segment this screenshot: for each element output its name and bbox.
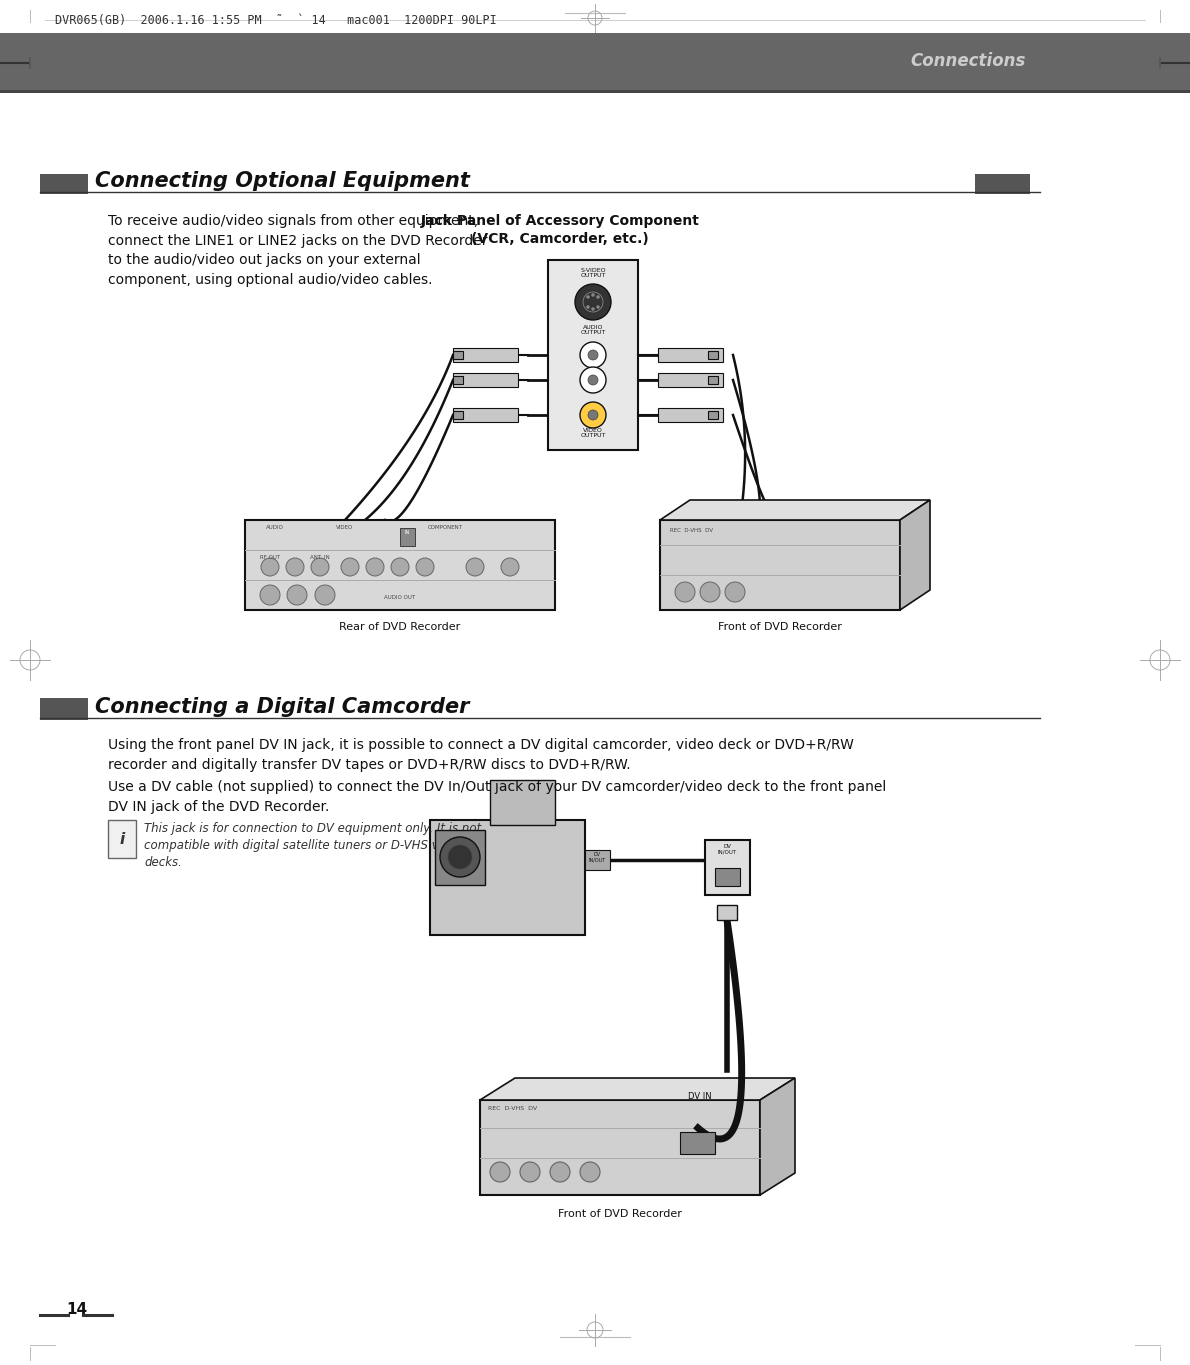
Text: Connections: Connections [910,52,1026,70]
Bar [715,868,740,886]
Bar [708,411,718,419]
Circle shape [587,295,589,299]
Text: DVR065(GB)  2006.1.16 1:55 PM  ˜  ` 14   mac001  1200DPI 90LPI: DVR065(GB) 2006.1.16 1:55 PM ˜ ` 14 mac0… [55,14,496,27]
Bar [679,1132,715,1153]
Bar [108,820,136,859]
Text: Rear of DVD Recorder: Rear of DVD Recorder [339,622,461,632]
Text: Use a DV cable (not supplied) to connect the DV In/Out jack of your DV camcorder: Use a DV cable (not supplied) to connect… [108,779,887,814]
Text: i: i [119,833,125,848]
Circle shape [591,293,595,296]
Text: Front of DVD Recorder: Front of DVD Recorder [718,622,843,632]
Circle shape [342,558,359,576]
Text: VIDEO: VIDEO [337,526,353,530]
Text: 14: 14 [67,1302,88,1317]
Circle shape [588,375,599,385]
Text: AUDIO
OUTPUT: AUDIO OUTPUT [581,325,606,336]
Circle shape [580,343,606,369]
Text: Jack Panel of Accessory Component
(VCR, Camcorder, etc.): Jack Panel of Accessory Component (VCR, … [420,214,700,247]
Circle shape [490,1162,511,1182]
Bar [585,850,610,870]
Text: RF OUT: RF OUT [259,556,280,560]
Circle shape [575,284,610,319]
Circle shape [725,581,745,602]
Polygon shape [760,1078,795,1194]
Bar [480,1100,760,1194]
Circle shape [580,403,606,429]
Polygon shape [480,1078,795,1100]
Circle shape [700,581,720,602]
Circle shape [440,837,480,876]
Circle shape [287,586,307,605]
Bar [453,351,463,359]
Bar [0,33,1190,90]
Bar [708,375,718,384]
Text: ANT. IN: ANT. IN [311,556,330,560]
Bar [658,348,724,362]
Circle shape [580,1162,600,1182]
Bar [660,520,900,610]
Circle shape [311,558,328,576]
Circle shape [587,306,589,308]
Text: S-VIDEO
OUTPUT: S-VIDEO OUTPUT [581,268,606,278]
Circle shape [447,845,472,870]
Text: DV
IN/OUT: DV IN/OUT [718,844,737,854]
Bar [453,348,518,362]
Polygon shape [900,500,931,610]
Bar [40,173,88,194]
Circle shape [466,558,484,576]
Bar [704,839,750,895]
Text: REC  D-VHS  DV: REC D-VHS DV [670,528,713,532]
Bar [658,373,724,388]
Circle shape [550,1162,570,1182]
Text: AUDIO OUT: AUDIO OUT [384,595,415,601]
Text: Using the front panel DV IN jack, it is possible to connect a DV digital camcord: Using the front panel DV IN jack, it is … [108,738,854,771]
Text: Connecting a Digital Camcorder: Connecting a Digital Camcorder [95,698,469,717]
Circle shape [591,307,595,310]
Text: COMPONENT: COMPONENT [427,526,463,530]
Circle shape [588,349,599,360]
Bar [975,173,1031,194]
Bar [453,411,463,419]
Circle shape [315,586,336,605]
Circle shape [367,558,384,576]
Bar [245,520,555,610]
Circle shape [588,410,599,420]
Circle shape [580,367,606,393]
Bar [453,408,518,422]
Circle shape [501,558,519,576]
Bar [549,259,638,450]
Circle shape [596,295,600,299]
Text: To receive audio/video signals from other equipment,
connect the LINE1 or LINE2 : To receive audio/video signals from othe… [108,214,488,287]
Circle shape [259,586,280,605]
Bar [490,779,555,824]
Bar [436,830,486,885]
Polygon shape [660,500,931,520]
Bar [40,698,88,719]
Bar [0,90,1190,93]
Circle shape [261,558,278,576]
Text: REC  D-VHS  DV: REC D-VHS DV [488,1106,537,1111]
Text: DV IN: DV IN [688,1092,712,1102]
Circle shape [520,1162,540,1182]
Text: This jack is for connection to DV equipment only. It is not
compatible with digi: This jack is for connection to DV equipm… [144,822,481,870]
Bar [718,905,737,920]
Text: AUDIO: AUDIO [267,526,284,530]
Circle shape [286,558,303,576]
Bar [658,408,724,422]
Bar [430,820,585,935]
Bar [453,375,463,384]
Circle shape [596,306,600,308]
Text: Connecting Optional Equipment: Connecting Optional Equipment [95,171,470,191]
Text: DV
IN/OUT: DV IN/OUT [588,852,606,863]
Circle shape [416,558,434,576]
Bar [400,528,415,546]
Text: Front of DVD Recorder: Front of DVD Recorder [558,1209,682,1219]
Bar [708,351,718,359]
Bar [453,373,518,388]
Text: IN: IN [405,530,409,535]
Text: VIDEO
OUTPUT: VIDEO OUTPUT [581,429,606,438]
Circle shape [392,558,409,576]
Circle shape [675,581,695,602]
